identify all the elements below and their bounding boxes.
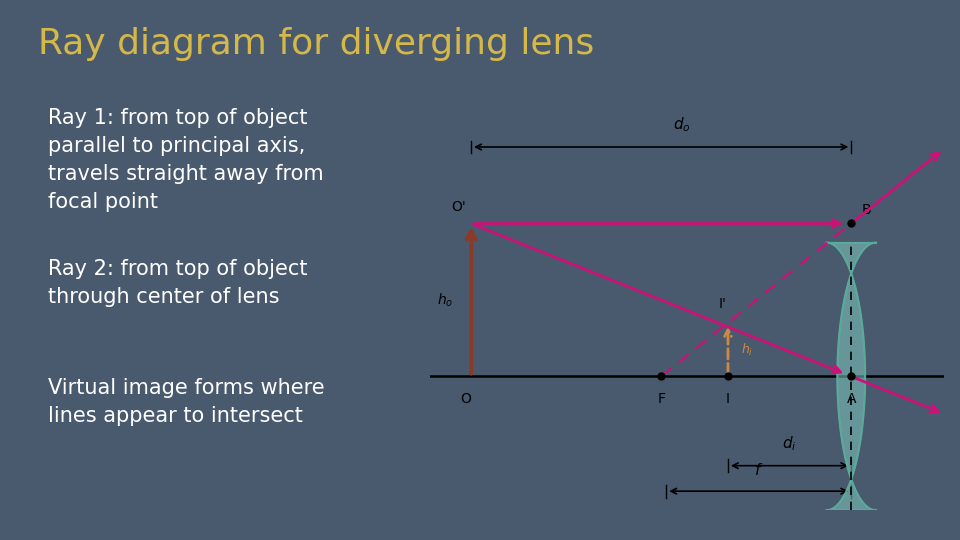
Text: $d_i$: $d_i$: [782, 434, 797, 453]
Text: Ray 2: from top of object
through center of lens: Ray 2: from top of object through center…: [48, 259, 307, 307]
Text: I': I': [719, 297, 727, 311]
Text: $h_i$: $h_i$: [741, 342, 754, 358]
Text: $h_o$: $h_o$: [437, 291, 453, 309]
Text: O: O: [461, 393, 471, 407]
Text: Ray 1: from top of object
parallel to principal axis,
travels straight away from: Ray 1: from top of object parallel to pr…: [48, 108, 324, 212]
Text: Ray diagram for diverging lens: Ray diagram for diverging lens: [38, 27, 594, 61]
Text: F: F: [658, 393, 665, 407]
Text: $d_o$: $d_o$: [673, 116, 690, 134]
Text: Virtual image forms where
lines appear to intersect: Virtual image forms where lines appear t…: [48, 378, 324, 426]
Polygon shape: [827, 242, 876, 510]
Text: O': O': [451, 200, 466, 214]
Text: $f$: $f$: [755, 462, 763, 478]
Text: B: B: [861, 203, 871, 217]
Text: A: A: [847, 393, 856, 407]
Text: I: I: [726, 393, 730, 407]
